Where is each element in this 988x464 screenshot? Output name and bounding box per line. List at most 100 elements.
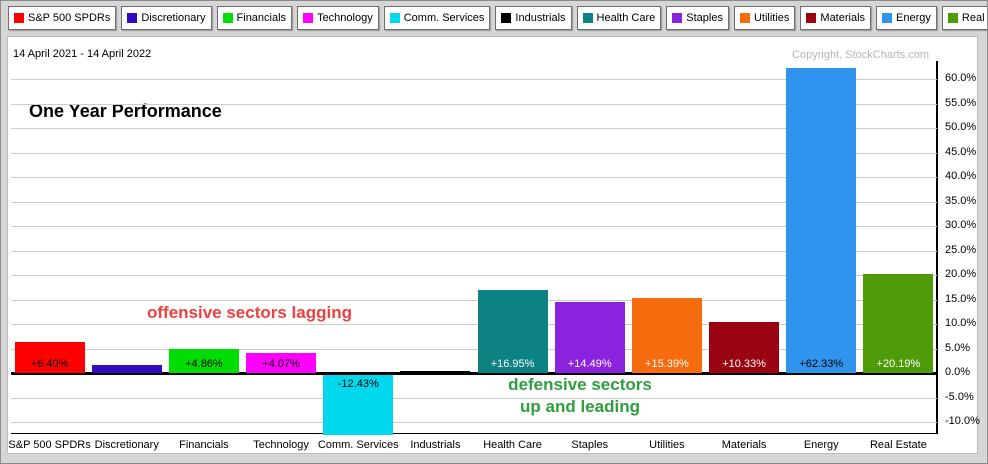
x-axis-label-health-care: Health Care xyxy=(483,439,542,451)
x-axis-label-staples: Staples xyxy=(571,439,609,451)
x-axis-label-technology: Technology xyxy=(253,439,309,451)
bar-materials: +10.33% xyxy=(709,322,780,373)
y-tick-label-55: 55.0% xyxy=(945,96,977,109)
bar-value-label-real-estate: +20.19% xyxy=(876,358,921,370)
legend-swatch-materials xyxy=(806,13,817,23)
legend-swatch-real-estate xyxy=(947,13,958,23)
y-tick-label-35: 35.0% xyxy=(945,194,977,207)
y-tick-label-5: 5.0% xyxy=(945,341,971,354)
bar-discretionary xyxy=(91,365,162,373)
legend-label-health-care: Health Care xyxy=(596,12,656,24)
annotation-2: defensive sectors up and leading xyxy=(508,375,652,416)
gridline-5 xyxy=(11,348,937,350)
y-tick-label-0: 0.0% xyxy=(945,366,971,379)
bar-value-label-comm-services: -12.43% xyxy=(337,378,379,391)
x-axis-label-comm-services: Comm. Services xyxy=(317,439,399,451)
y-tick-label-30: 30.0% xyxy=(945,219,977,232)
bar-value-label-materials: +10.33% xyxy=(722,358,766,370)
legend-label-materials: Materials xyxy=(820,12,866,24)
bar-value-label-energy: +62.33% xyxy=(799,358,844,370)
gridline-50 xyxy=(11,128,937,130)
y-tick-label-50: 50.0% xyxy=(945,121,977,134)
legend-label-financials: Financials xyxy=(236,12,287,24)
legend-swatch-discretionary xyxy=(127,13,138,23)
x-axis-label-real-estate: Real Estate xyxy=(869,439,927,451)
legend-label-comm-services: Comm. Services xyxy=(403,12,485,24)
legend-label-s-p-500-spdrs: S&P 500 SPDRs xyxy=(28,12,111,24)
gridline-55 xyxy=(11,103,937,105)
legend-swatch-energy xyxy=(882,13,893,23)
x-axis-label-energy: Energy xyxy=(803,439,839,451)
legend-swatch-technology xyxy=(303,13,314,23)
bar-comm-services: -12.43% xyxy=(323,375,394,435)
legend-item-utilities[interactable]: Utilities xyxy=(733,6,796,30)
legend-label-industrials: Industrials xyxy=(515,12,566,24)
legend-swatch-staples xyxy=(672,13,683,23)
gridline-45 xyxy=(11,152,937,154)
bar-health-care: +16.95% xyxy=(477,289,548,373)
gridline-40 xyxy=(11,177,937,179)
legend-swatch-comm-services xyxy=(389,13,400,23)
bar-value-label-staples: +14.49% xyxy=(567,358,612,370)
legend-swatch-utilities xyxy=(739,13,750,23)
y-tick-label-40: 40.0% xyxy=(945,170,977,183)
bar-value-label-utilities: +15.39% xyxy=(645,358,689,370)
y-tick-label--5: -5.0% xyxy=(945,390,974,403)
bar-industrials xyxy=(400,371,471,374)
bar-financials: +4.86% xyxy=(168,349,239,373)
annotation-1: offensive sectors lagging xyxy=(147,303,352,322)
legend-item-industrials[interactable]: Industrials xyxy=(495,6,572,30)
legend-swatch-industrials xyxy=(501,13,512,23)
legend-item-staples[interactable]: Staples xyxy=(666,6,729,30)
y-axis-line xyxy=(936,61,938,434)
gridline-20 xyxy=(11,275,937,277)
legend-swatch-s-p-500-spdrs xyxy=(14,13,24,23)
legend-item-financials[interactable]: Financials xyxy=(216,6,293,30)
y-tick-label--10: -10.0% xyxy=(945,414,980,427)
gridline-60 xyxy=(11,79,937,81)
legend-item-comm-services[interactable]: Comm. Services xyxy=(383,6,491,30)
gridline-15 xyxy=(11,299,937,301)
legend-item-energy[interactable]: Energy xyxy=(876,6,937,30)
bar-utilities: +15.39% xyxy=(631,297,702,373)
zero-line xyxy=(11,372,937,376)
y-tick-label-60: 60.0% xyxy=(945,72,977,85)
legend-item-health-care[interactable]: Health Care xyxy=(576,6,662,30)
bar-s-p-500-spdrs: +6.40% xyxy=(14,341,85,373)
gridline-25 xyxy=(11,250,937,252)
legend-swatch-financials xyxy=(222,13,233,23)
y-tick-label-20: 20.0% xyxy=(945,268,977,281)
y-tick-label-25: 25.0% xyxy=(945,243,977,256)
gridline-10 xyxy=(11,324,937,326)
legend-item-discretionary[interactable]: Discretionary xyxy=(121,6,212,30)
legend-label-real-estate: Real Estate xyxy=(961,12,987,24)
legend-label-energy: Energy xyxy=(896,12,931,24)
gridline-35 xyxy=(11,201,937,203)
legend-swatch-health-care xyxy=(582,13,593,23)
legend-item-s-p-500-spdrs[interactable]: S&P 500 SPDRs xyxy=(8,6,117,30)
y-tick-label-45: 45.0% xyxy=(945,145,977,158)
x-axis-label-materials: Materials xyxy=(721,439,767,451)
bar-value-label-s-p-500-spdrs: +6.40% xyxy=(30,358,69,370)
legend-item-real-estate[interactable]: Real Estate xyxy=(941,6,987,30)
bar-value-label-health-care: +16.95% xyxy=(490,358,535,370)
legend-label-technology: Technology xyxy=(317,12,373,24)
gridline--10 xyxy=(11,421,937,423)
plot-area: 60.0% 55.0% 50.0% 45.0% 40.0% 35.0% 30.0% 25.0%… xyxy=(8,61,980,451)
date-range-label: 14 April 2021 - 14 April 2022 xyxy=(13,48,152,60)
gridline-30 xyxy=(11,226,937,228)
bar-technology: +4.07% xyxy=(246,353,317,373)
y-tick-label-15: 15.0% xyxy=(945,292,977,305)
y-tick-label-10: 10.0% xyxy=(945,317,977,330)
copyright-text: Copyright, StockCharts.com xyxy=(792,49,929,61)
bar-energy: +62.33% xyxy=(786,67,857,373)
bar-value-label-financials: +4.86% xyxy=(185,358,223,370)
legend-bar: S&P 500 SPDRs Discretionary Financials Tech… xyxy=(1,1,987,35)
legend-item-materials[interactable]: Materials xyxy=(800,6,872,30)
x-axis-label-discretionary: Discretionary xyxy=(94,439,159,451)
legend-item-technology[interactable]: Technology xyxy=(297,6,379,30)
bar-value-label-technology: +4.07% xyxy=(262,358,300,370)
legend-label-discretionary: Discretionary xyxy=(141,12,206,24)
x-axis-label-s-p-500-spdrs: S&P 500 SPDRs xyxy=(8,439,91,451)
